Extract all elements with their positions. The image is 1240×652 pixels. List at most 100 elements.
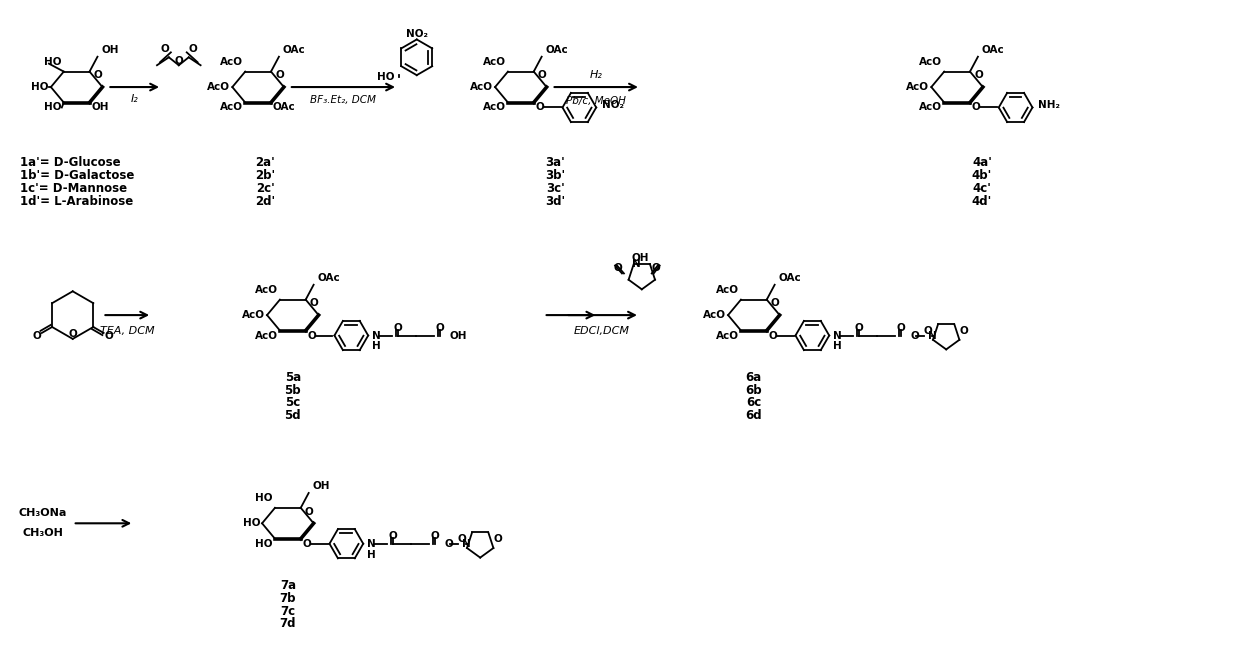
Text: O: O [310, 299, 319, 308]
Text: HO: HO [45, 102, 62, 113]
Text: H: H [372, 342, 381, 351]
Text: OAc: OAc [273, 102, 295, 113]
Text: 2b': 2b' [255, 170, 275, 183]
Text: O: O [960, 325, 968, 336]
Text: NO₂: NO₂ [603, 100, 624, 110]
Text: N: N [463, 539, 471, 549]
Text: O: O [854, 323, 863, 333]
Text: O: O [275, 70, 284, 80]
Text: 4a': 4a' [972, 156, 992, 170]
Text: 4b': 4b' [972, 170, 992, 183]
Text: OH: OH [632, 252, 650, 263]
Text: AcO: AcO [919, 102, 942, 113]
Text: O: O [388, 531, 397, 541]
Text: OH: OH [449, 331, 467, 340]
Text: O: O [651, 263, 660, 273]
Text: OAc: OAc [982, 45, 1004, 55]
Text: Pb/c, MeOH: Pb/c, MeOH [567, 96, 626, 106]
Text: I₂: I₂ [130, 94, 138, 104]
Text: AcO: AcO [482, 57, 506, 67]
Text: CH₃OH: CH₃OH [22, 528, 63, 538]
Text: O: O [924, 325, 932, 336]
Text: NO₂: NO₂ [405, 29, 428, 38]
Text: AcO: AcO [703, 310, 727, 320]
Text: AcO: AcO [255, 331, 278, 340]
Text: 5a: 5a [285, 370, 301, 383]
Text: 7c: 7c [280, 604, 295, 617]
Text: OAc: OAc [317, 273, 340, 283]
Text: 6c: 6c [746, 396, 761, 409]
Text: AcO: AcO [242, 310, 265, 320]
Text: HO: HO [255, 493, 273, 503]
Text: OAc: OAc [779, 273, 801, 283]
Text: H₂: H₂ [590, 70, 603, 80]
Text: O: O [910, 331, 919, 340]
Text: CH₃ONa: CH₃ONa [19, 509, 67, 518]
Text: O: O [32, 331, 41, 341]
Text: O: O [188, 44, 197, 54]
Text: 3d': 3d' [546, 195, 565, 208]
Text: N: N [632, 259, 641, 269]
Text: O: O [771, 299, 780, 308]
Text: AcO: AcO [221, 102, 243, 113]
Text: 5d: 5d [284, 409, 301, 422]
Text: O: O [104, 331, 113, 341]
Text: O: O [769, 331, 777, 340]
Text: O: O [430, 531, 439, 541]
Text: AcO: AcO [207, 82, 231, 92]
Text: 2c': 2c' [255, 183, 274, 195]
Text: H: H [367, 550, 376, 559]
Text: AcO: AcO [470, 82, 494, 92]
Text: AcO: AcO [221, 57, 243, 67]
Text: 2a': 2a' [255, 156, 275, 170]
Text: 4d': 4d' [972, 195, 992, 208]
Text: O: O [305, 507, 314, 516]
Text: 7b: 7b [279, 592, 296, 604]
Text: O: O [494, 534, 502, 544]
Text: 6a: 6a [745, 370, 761, 383]
Text: O: O [393, 323, 402, 333]
Text: H: H [833, 342, 842, 351]
Text: O: O [435, 323, 444, 333]
Text: AcO: AcO [906, 82, 929, 92]
Text: O: O [897, 323, 905, 333]
Text: OH: OH [102, 45, 119, 55]
Text: HO: HO [377, 72, 394, 82]
Text: EDCl,DCM: EDCl,DCM [574, 326, 630, 336]
Text: OAc: OAc [283, 45, 305, 55]
Text: N: N [833, 331, 842, 340]
Text: 3b': 3b' [546, 170, 565, 183]
Text: 7d: 7d [279, 617, 296, 630]
Text: 5b: 5b [284, 383, 301, 396]
Text: 6d: 6d [745, 409, 763, 422]
Text: BF₃.Et₂, DCM: BF₃.Et₂, DCM [310, 95, 377, 105]
Text: O: O [308, 331, 316, 340]
Text: O: O [972, 102, 981, 113]
Text: O: O [160, 44, 170, 54]
Text: O: O [614, 263, 622, 273]
Text: 6b: 6b [745, 383, 763, 396]
Text: N: N [372, 331, 381, 340]
Text: AcO: AcO [919, 57, 942, 67]
Text: AcO: AcO [255, 285, 278, 295]
Text: NH₂: NH₂ [1038, 100, 1060, 110]
Text: O: O [458, 534, 466, 544]
Text: AcO: AcO [715, 285, 739, 295]
Text: AcO: AcO [482, 102, 506, 113]
Text: 3c': 3c' [546, 183, 565, 195]
Text: 1a'= D-Glucose: 1a'= D-Glucose [20, 156, 120, 170]
Text: O: O [444, 539, 454, 549]
Text: O: O [975, 70, 983, 80]
Text: O: O [93, 70, 103, 80]
Text: 7a: 7a [280, 579, 296, 592]
Text: 2d': 2d' [255, 195, 275, 208]
Text: HO: HO [45, 57, 62, 67]
Text: O: O [175, 56, 184, 67]
Text: OAc: OAc [546, 45, 568, 55]
Text: HO: HO [31, 82, 48, 92]
Text: OH: OH [312, 481, 330, 491]
Text: 4c': 4c' [972, 183, 991, 195]
Text: 3a': 3a' [546, 156, 565, 170]
Text: 1d'= L-Arabinose: 1d'= L-Arabinose [20, 195, 134, 208]
Text: O: O [536, 102, 544, 113]
